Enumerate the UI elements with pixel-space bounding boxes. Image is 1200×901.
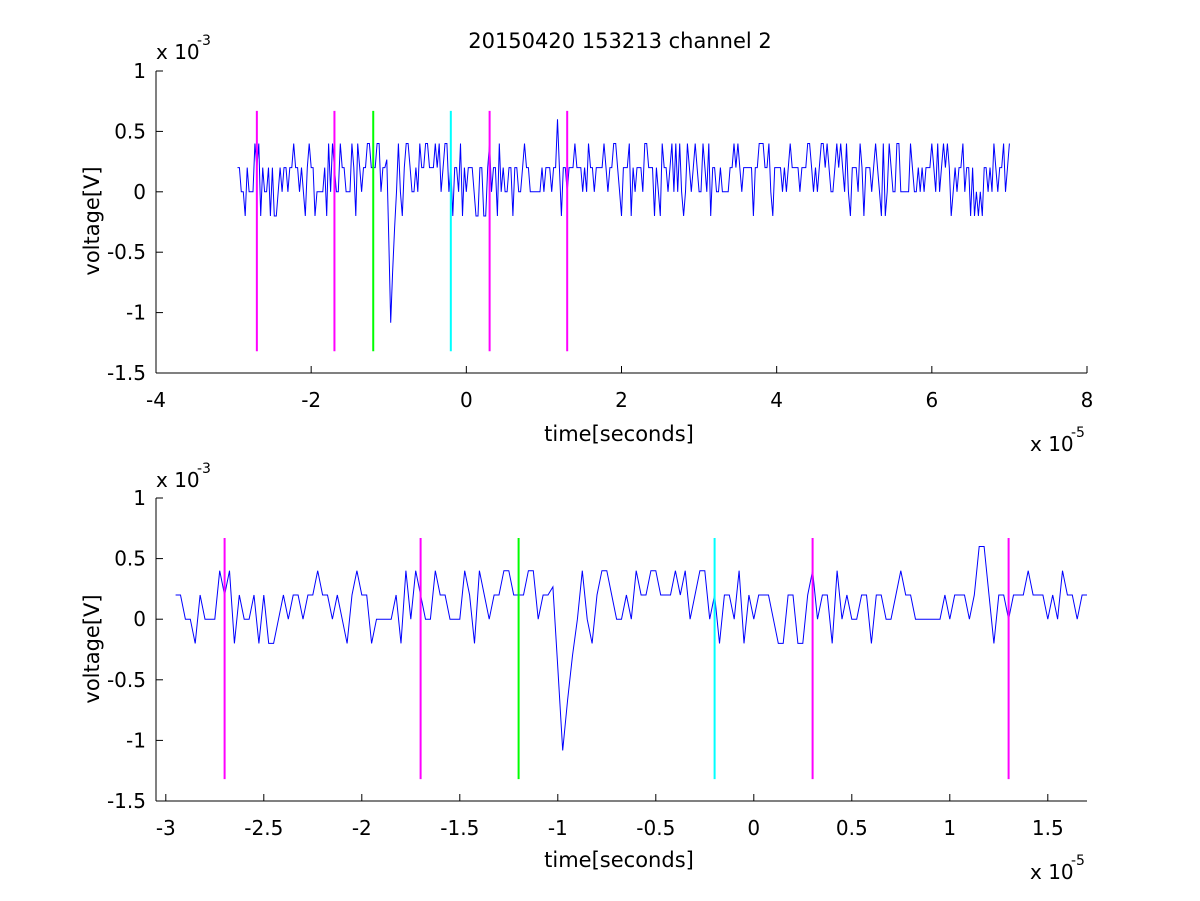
top-y-tick-label: 1 [133,59,146,83]
top-y-tick-label: -1 [126,301,146,325]
top-x-tick-label: 4 [770,388,783,412]
bottom-x-tick-label: 1 [943,816,956,840]
top-y-tick-label: -0.5 [107,240,146,264]
bottom-y-multiplier-exponent: -3 [197,461,211,477]
top-x-tick-label: -4 [146,388,166,412]
top-y-multiplier-base: x 10 [156,40,200,64]
bottom-y-tick-label: -0.5 [107,668,146,692]
bottom-x-tick-label: 0.5 [836,816,868,840]
top-y-axis-label: voltage[V] [80,166,104,275]
top-signal-line [237,119,1010,323]
bottom-y-tick-label: -1.5 [107,789,146,813]
bottom-y-axis-label: voltage[V] [80,594,104,703]
top-x-multiplier-base: x 10 [1030,432,1074,456]
top-y-tick-label: 0.5 [114,119,146,143]
top-axes: time[seconds] voltage[V] x 10 -3 x 10 -5… [80,33,1093,456]
top-x-tick-label: 0 [460,388,473,412]
top-x-multiplier-exponent: -5 [1071,425,1085,441]
bottom-x-tick-label: -1.5 [440,816,479,840]
top-x-tick-label: 2 [615,388,628,412]
bottom-y-tick-label: -1 [126,728,146,752]
bottom-x-tick-label: -2.5 [244,816,283,840]
top-x-axis-label: time[seconds] [544,422,694,446]
top-x-tick-label: 6 [925,388,938,412]
top-x-tick-label: -2 [301,388,321,412]
bottom-x-tick-label: -2 [352,816,372,840]
top-y-tick-label: -1.5 [107,361,146,385]
top-y-tick-label: 0 [133,180,146,204]
bottom-x-tick-label: -1 [548,816,568,840]
bottom-x-axis-label: time[seconds] [544,848,694,872]
top-y-multiplier: x 10 -3 [156,33,211,64]
bottom-x-tick-label: 1.5 [1032,816,1064,840]
bottom-x-multiplier-base: x 10 [1030,860,1074,884]
bottom-x-multiplier: x 10 -5 [1030,853,1085,884]
bottom-signal-line [175,546,1087,751]
top-x-tick-label: 8 [1081,388,1094,412]
bottom-y-multiplier-base: x 10 [156,468,200,492]
bottom-y-multiplier: x 10 -3 [156,461,211,492]
bottom-x-multiplier-exponent: -5 [1071,853,1085,869]
bottom-y-tick-label: 1 [133,486,146,510]
figure-title: 20150420 153213 channel 2 [468,29,772,53]
top-x-multiplier: x 10 -5 [1030,425,1085,456]
bottom-y-tick-label: 0 [133,607,146,631]
bottom-x-tick-label: 0 [747,816,760,840]
bottom-x-tick-label: -3 [156,816,176,840]
bottom-y-tick-label: 0.5 [114,547,146,571]
top-y-multiplier-exponent: -3 [197,33,211,49]
bottom-axes: time[seconds] voltage[V] x 10 -3 x 10 -5… [80,461,1087,884]
bottom-x-tick-label: -0.5 [636,816,675,840]
